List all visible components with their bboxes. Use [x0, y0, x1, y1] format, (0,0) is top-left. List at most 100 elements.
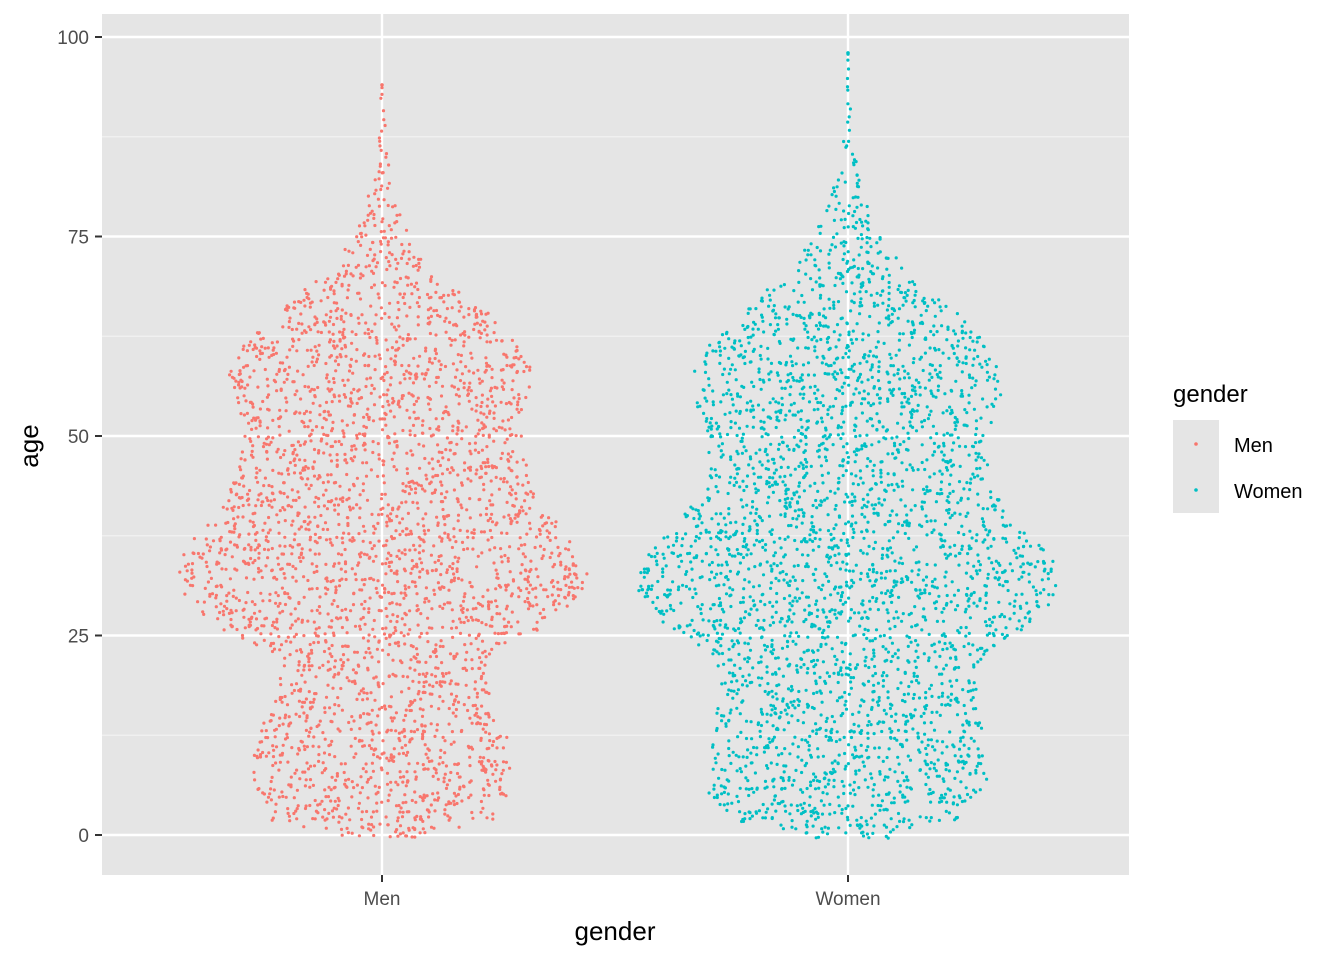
- data-point: [726, 693, 729, 696]
- data-point: [524, 396, 527, 399]
- data-point: [694, 592, 697, 595]
- data-point: [243, 561, 246, 564]
- data-point: [345, 270, 348, 273]
- data-point: [319, 720, 322, 723]
- data-point: [728, 754, 731, 757]
- data-point: [457, 500, 460, 503]
- data-point: [886, 549, 889, 552]
- data-point: [913, 693, 916, 696]
- data-point: [517, 512, 520, 515]
- data-point: [354, 573, 357, 576]
- data-point: [384, 365, 387, 368]
- data-point: [913, 675, 916, 678]
- data-point: [261, 599, 264, 602]
- data-point: [370, 747, 373, 750]
- data-point: [493, 386, 496, 389]
- data-point: [333, 703, 336, 706]
- data-point: [510, 433, 513, 436]
- data-point: [924, 618, 927, 621]
- data-point: [766, 682, 769, 685]
- data-point: [431, 685, 434, 688]
- data-point: [391, 253, 394, 256]
- data-point: [265, 451, 268, 454]
- data-point: [408, 740, 411, 743]
- data-point: [928, 656, 931, 659]
- data-point: [666, 535, 669, 538]
- data-point: [186, 569, 189, 572]
- data-point: [930, 816, 933, 819]
- data-point: [845, 666, 848, 669]
- data-point: [364, 578, 367, 581]
- data-point: [525, 587, 528, 590]
- data-point: [468, 764, 471, 767]
- data-point: [438, 360, 441, 363]
- data-point: [847, 544, 850, 547]
- data-point: [532, 496, 535, 499]
- data-point: [980, 727, 983, 730]
- data-point: [371, 241, 374, 244]
- data-point: [318, 552, 321, 555]
- data-point: [895, 610, 898, 613]
- data-point: [403, 623, 406, 626]
- data-point: [456, 497, 459, 500]
- data-point: [223, 605, 226, 608]
- data-point: [278, 611, 281, 614]
- data-point: [302, 711, 305, 714]
- data-point: [350, 391, 353, 394]
- data-point: [946, 703, 949, 706]
- data-point: [484, 712, 487, 715]
- data-point: [298, 660, 301, 663]
- data-point: [280, 790, 283, 793]
- data-point: [485, 445, 488, 448]
- data-point: [385, 607, 388, 610]
- data-point: [318, 626, 321, 629]
- data-point: [443, 751, 446, 754]
- data-point: [430, 705, 433, 708]
- data-point: [348, 818, 351, 821]
- data-point: [791, 742, 794, 745]
- data-point: [764, 780, 767, 783]
- data-point: [284, 396, 287, 399]
- data-point: [291, 520, 294, 523]
- data-point: [293, 457, 296, 460]
- data-point: [367, 823, 370, 826]
- data-point: [307, 528, 310, 531]
- data-point: [907, 537, 910, 540]
- data-point: [282, 723, 285, 726]
- data-point: [384, 124, 387, 127]
- data-point: [428, 360, 431, 363]
- data-point: [776, 763, 779, 766]
- data-point: [507, 560, 510, 563]
- data-point: [208, 549, 211, 552]
- data-point: [460, 578, 463, 581]
- data-point: [581, 587, 584, 590]
- data-point: [517, 632, 520, 635]
- data-point: [424, 512, 427, 515]
- data-point: [480, 551, 483, 554]
- data-point: [796, 600, 799, 603]
- data-point: [301, 469, 304, 472]
- data-point: [816, 812, 819, 815]
- data-point: [327, 480, 330, 483]
- data-point: [859, 578, 862, 581]
- data-point: [844, 807, 847, 810]
- data-point: [354, 448, 357, 451]
- data-point: [489, 517, 492, 520]
- data-point: [957, 759, 960, 762]
- data-point: [398, 405, 401, 408]
- data-point: [886, 611, 889, 614]
- data-point: [782, 779, 785, 782]
- data-point: [837, 681, 840, 684]
- data-point: [270, 713, 273, 716]
- data-point: [925, 816, 928, 819]
- data-point: [731, 639, 734, 642]
- data-point: [402, 250, 405, 253]
- data-point: [461, 429, 464, 432]
- data-point: [220, 567, 223, 570]
- data-point: [424, 661, 427, 664]
- data-point: [529, 568, 532, 571]
- data-point: [481, 604, 484, 607]
- data-point: [418, 355, 421, 358]
- data-point: [851, 805, 854, 808]
- data-point: [321, 816, 324, 819]
